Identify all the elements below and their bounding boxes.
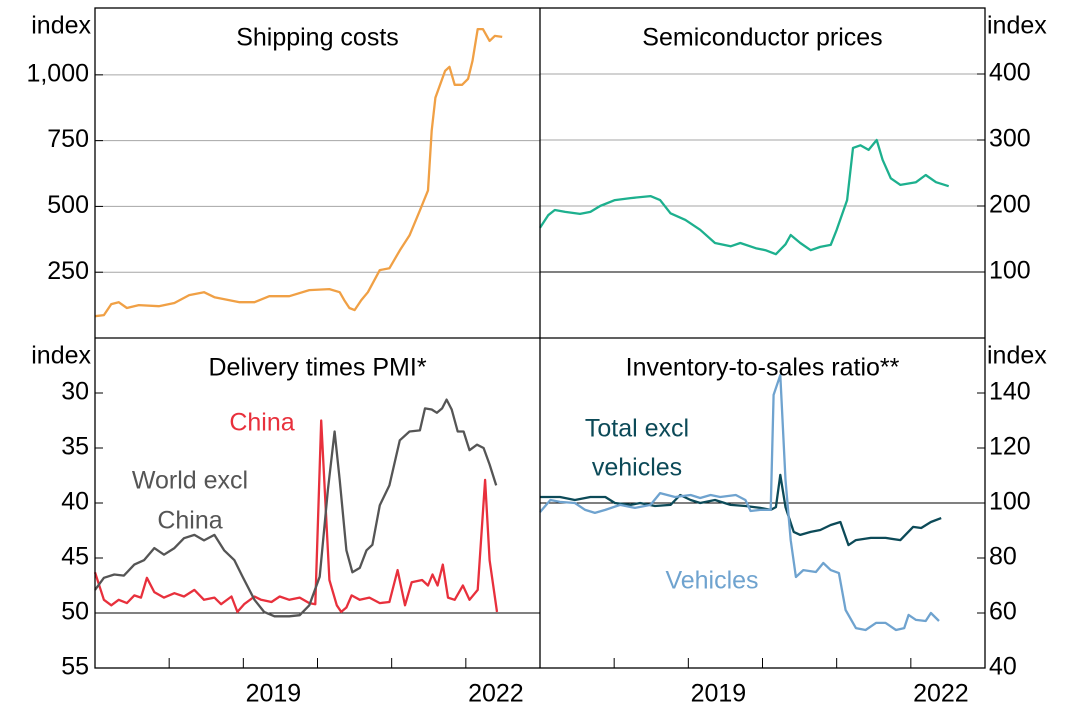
y-tick-label: 35 bbox=[61, 433, 89, 461]
y-tick-label: 500 bbox=[47, 191, 89, 219]
series-label: China bbox=[229, 409, 294, 437]
x-tick-label: 2019 bbox=[246, 680, 302, 708]
x-tick-label: 2022 bbox=[913, 680, 969, 708]
y-axis-unit: index bbox=[987, 342, 1047, 370]
series-label: Vehicles bbox=[665, 567, 758, 595]
series-label: vehicles bbox=[592, 454, 682, 482]
y-tick-label: 40 bbox=[989, 653, 1017, 681]
series-line bbox=[539, 373, 940, 632]
series-line bbox=[94, 398, 498, 618]
y-tick-label: 1,000 bbox=[26, 59, 89, 87]
panel-title: Inventory-to-sales ratio** bbox=[626, 354, 900, 382]
series-label: Total excl bbox=[585, 415, 689, 443]
y-tick-label: 140 bbox=[989, 378, 1031, 406]
y-axis-unit: index bbox=[987, 12, 1047, 40]
y-tick-label: 120 bbox=[989, 433, 1031, 461]
y-tick-label: 40 bbox=[61, 488, 89, 516]
y-tick-label: 60 bbox=[989, 598, 1017, 626]
panel-title: Delivery times PMI* bbox=[208, 354, 426, 382]
series-label: World excl bbox=[132, 467, 248, 495]
y-tick-label: 30 bbox=[61, 378, 89, 406]
y-tick-label: 250 bbox=[47, 257, 89, 285]
series-line bbox=[540, 473, 942, 547]
y-tick-label: 100 bbox=[989, 257, 1031, 285]
series-line bbox=[94, 27, 503, 318]
y-tick-label: 200 bbox=[989, 191, 1031, 219]
y-tick-label: 80 bbox=[989, 543, 1017, 571]
y-axis-unit: index bbox=[31, 342, 91, 370]
y-tick-label: 400 bbox=[989, 59, 1031, 87]
panel-title: Semiconductor prices bbox=[642, 24, 882, 52]
y-tick-label: 50 bbox=[61, 598, 89, 626]
x-tick-label: 2019 bbox=[691, 680, 747, 708]
y-tick-label: 55 bbox=[61, 653, 89, 681]
y-tick-label: 45 bbox=[61, 543, 89, 571]
y-axis-unit: index bbox=[31, 12, 91, 40]
y-tick-label: 100 bbox=[989, 488, 1031, 516]
panel-title: Shipping costs bbox=[236, 24, 399, 52]
series-label: China bbox=[157, 507, 222, 535]
series-line bbox=[93, 419, 499, 614]
y-tick-label: 750 bbox=[47, 125, 89, 153]
y-tick-label: 300 bbox=[989, 125, 1031, 153]
series-line bbox=[539, 138, 950, 256]
x-tick-label: 2022 bbox=[468, 680, 524, 708]
